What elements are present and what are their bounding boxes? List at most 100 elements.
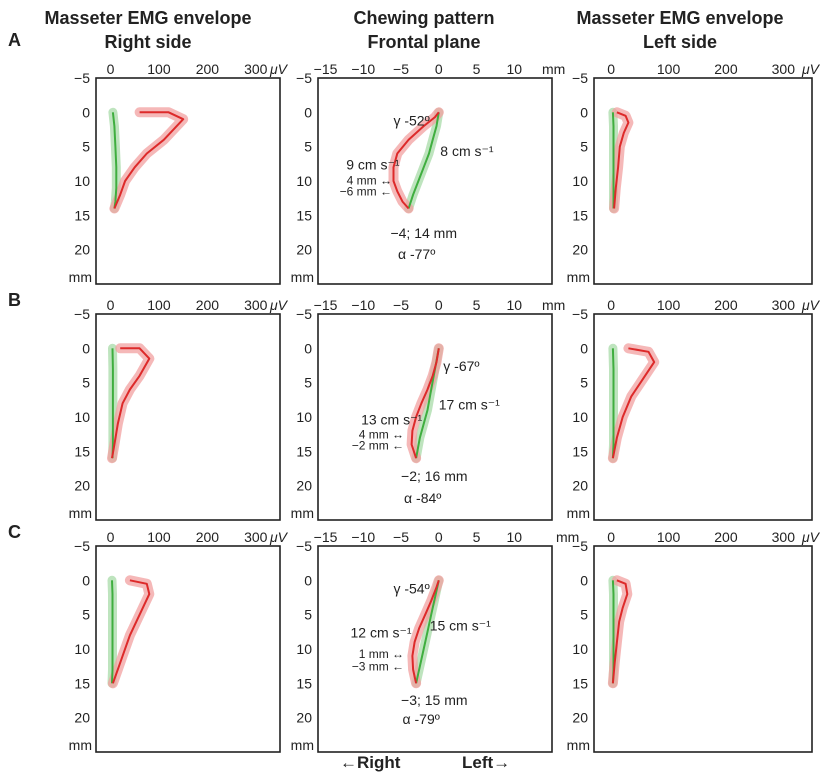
x-tick-label: 100 [147, 529, 171, 545]
x-tick-label: −15 [314, 529, 338, 545]
y-tick-label: 15 [296, 443, 312, 459]
panel-frame [317, 313, 553, 521]
y-tick-label: 15 [572, 443, 588, 459]
y-tick-label: 20 [572, 710, 588, 726]
y-unit-label: mm [291, 505, 314, 521]
y-unit-label: mm [69, 505, 92, 521]
y-unit-label: mm [567, 505, 590, 521]
row-label: B [8, 290, 21, 310]
y-tick-label: −5 [572, 70, 588, 86]
opening-line [407, 112, 440, 209]
x-tick-label: 200 [714, 61, 738, 77]
annotation-alpha: α -84º [404, 490, 441, 506]
panel-emg_right: 0 100 200 300 μV −5 0 5 10 15 20 mm [69, 61, 289, 285]
y-tick-label: 20 [296, 242, 312, 258]
x-tick-label: −15 [314, 61, 338, 77]
x-tick-label: 300 [244, 529, 268, 545]
header-right-line2: Left side [643, 32, 717, 52]
annotation-closing-speed: 13 cm s⁻¹ [361, 412, 422, 428]
header-middle-line1: Chewing pattern [353, 8, 494, 28]
y-tick-label: 20 [296, 710, 312, 726]
panel-emg_left: 0 100 200 300 μV −5 0 5 10 15 20 mm [567, 61, 820, 285]
y-tick-label: 5 [82, 375, 90, 391]
y-tick-label: 20 [572, 242, 588, 258]
y-tick-label: 20 [74, 478, 90, 494]
x-unit-label: μV [269, 529, 289, 545]
panel-emg_right: 0 100 200 300 μV −5 0 5 10 15 20 mm [69, 297, 289, 521]
y-unit-label: mm [291, 269, 314, 285]
y-tick-label: 0 [580, 572, 588, 588]
x-tick-label: 5 [473, 61, 481, 77]
x-tick-label: −10 [351, 529, 375, 545]
y-tick-label: 5 [304, 607, 312, 623]
x-tick-label: −10 [351, 297, 375, 313]
opening-line [415, 580, 440, 684]
y-tick-label: 10 [296, 173, 312, 189]
y-tick-label: 10 [572, 409, 588, 425]
y-tick-label: 5 [82, 139, 90, 155]
panel-frame [95, 77, 281, 285]
y-tick-label: 10 [572, 173, 588, 189]
x-tick-label: −15 [314, 297, 338, 313]
x-tick-label: 0 [107, 529, 115, 545]
x-tick-label: 100 [657, 529, 681, 545]
annotation-opening-speed: 15 cm s⁻¹ [430, 618, 491, 634]
x-tick-label: 200 [196, 61, 220, 77]
y-tick-label: −5 [296, 306, 312, 322]
y-tick-label: 5 [82, 607, 90, 623]
y-unit-label: mm [69, 737, 92, 753]
y-tick-label: 5 [304, 375, 312, 391]
y-tick-label: 0 [304, 104, 312, 120]
annotation-endpoint: −4; 14 mm [390, 225, 457, 241]
panel-path: −15 −10 −5 0 5 10 mm −5 0 5 10 15 20 mm γ -52º 8 cm s⁻¹… [291, 61, 566, 285]
opening-line [111, 112, 118, 209]
panel-emg_right: 0 100 200 300 μV −5 0 5 10 15 20 mm [69, 529, 289, 753]
y-tick-label: 0 [82, 340, 90, 356]
x-tick-label: 100 [147, 297, 171, 313]
x-unit-label: μV [269, 61, 289, 77]
x-tick-label: 10 [506, 297, 522, 313]
footer-left-label: Left→ [462, 753, 510, 772]
closing-line [611, 579, 629, 684]
y-tick-label: 10 [74, 409, 90, 425]
annotation-offset-b: −3 mm ← [352, 659, 404, 673]
y-tick-label: −5 [296, 70, 312, 86]
x-tick-label: 100 [147, 61, 171, 77]
header-left-line1: Masseter EMG envelope [44, 8, 251, 28]
panel-frame [95, 545, 281, 753]
closing-line [392, 111, 440, 210]
y-unit-label: mm [291, 737, 314, 753]
panel-emg_left: 0 100 200 300 μV −5 0 5 10 15 20 mm [567, 297, 820, 521]
y-tick-label: −5 [74, 306, 90, 322]
x-tick-label: 200 [714, 529, 738, 545]
closing-band [109, 107, 189, 214]
x-tick-label: 0 [607, 297, 615, 313]
annotation-offset-a: 4 mm ↔ [347, 174, 392, 188]
y-tick-label: 20 [74, 242, 90, 258]
x-tick-label: 0 [107, 297, 115, 313]
x-tick-label: 0 [435, 529, 443, 545]
y-tick-label: 15 [74, 207, 90, 223]
closing-line [111, 347, 151, 459]
panel-frame [593, 313, 813, 521]
panel-frame [317, 545, 553, 753]
annotation-endpoint: −2; 16 mm [401, 468, 468, 484]
closing-band [107, 343, 155, 464]
y-tick-label: 5 [580, 375, 588, 391]
x-tick-label: 200 [196, 297, 220, 313]
row-label: C [8, 522, 21, 542]
y-tick-label: −5 [572, 306, 588, 322]
x-tick-label: 200 [714, 297, 738, 313]
panel-emg_left: 0 100 200 300 μV −5 0 5 10 15 20 mm [567, 529, 820, 753]
annotation-alpha: α -77º [398, 246, 435, 262]
y-tick-label: 10 [296, 409, 312, 425]
y-unit-label: mm [567, 269, 590, 285]
y-tick-label: 0 [82, 572, 90, 588]
closing-line [613, 111, 630, 209]
x-tick-label: 100 [657, 61, 681, 77]
header-left-line2: Right side [104, 32, 191, 52]
footer-right-label: ←Right [340, 753, 401, 772]
